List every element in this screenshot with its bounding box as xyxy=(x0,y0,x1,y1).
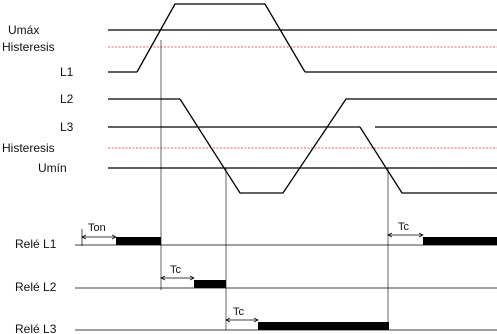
tc-label-3: Tc xyxy=(398,221,410,233)
l3-signal-trace xyxy=(359,126,497,194)
hysteresis-bottom-label: Histeresis xyxy=(2,141,55,155)
l2-signal-trace xyxy=(179,98,375,194)
ton-arrow xyxy=(81,229,117,246)
rele-l1-bar-2 xyxy=(423,237,497,245)
rele-l3-bar xyxy=(258,322,389,330)
l3-label: L3 xyxy=(60,120,74,134)
rele-l1-bar-1 xyxy=(116,237,161,245)
tc-arrow-3 xyxy=(387,232,424,238)
ton-label: Ton xyxy=(88,222,106,234)
rele-l1-label: Relé L1 xyxy=(15,237,57,251)
rele-l2-bar xyxy=(194,280,226,288)
tc-arrow-2 xyxy=(225,317,259,323)
l2-label: L2 xyxy=(60,92,74,106)
rele-l2-label: Relé L2 xyxy=(15,280,57,294)
upper-signal-trace xyxy=(136,3,306,73)
tc-label-1: Tc xyxy=(170,264,182,276)
tc-label-2: Tc xyxy=(233,306,245,318)
umin-label: Umín xyxy=(38,161,67,175)
rele-l3-label: Relé L3 xyxy=(15,322,57,334)
tc-arrow-1 xyxy=(160,275,195,281)
umax-label: Umáx xyxy=(8,23,39,37)
hysteresis-top-label: Histeresis xyxy=(2,40,55,54)
l1-label: L1 xyxy=(60,65,74,79)
